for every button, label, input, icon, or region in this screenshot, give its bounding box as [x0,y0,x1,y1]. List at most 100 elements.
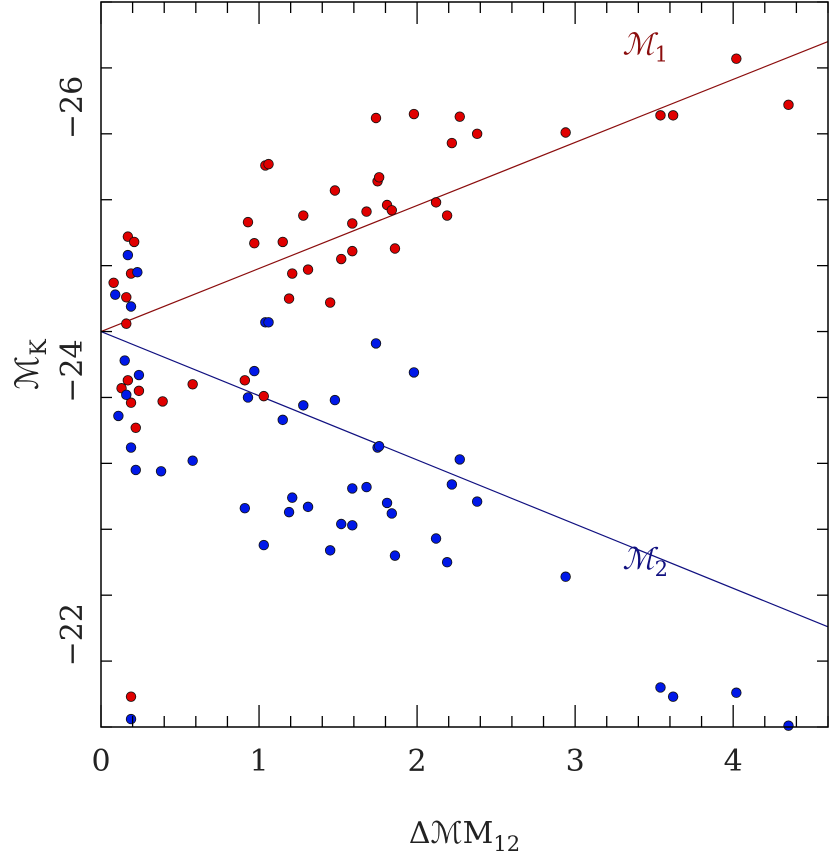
point-series-2 [258,539,269,551]
x-axis-title-sub: 12 [493,832,520,855]
point-series-1 [121,318,132,329]
point-series-1 [128,236,140,248]
point-series-1 [430,197,442,208]
fit-line-label-2: ℳ2 [623,542,668,581]
point-series-1 [389,243,401,254]
x-tick-label: 1 [249,744,268,779]
point-series-1 [731,53,742,64]
point-series-1 [347,218,358,229]
point-series-1 [125,691,137,702]
plot-frame [100,1,829,728]
point-series-1 [667,110,679,121]
point-series-2 [560,571,571,582]
point-series-2 [446,479,458,490]
point-series-2 [125,442,137,453]
point-series-2 [655,682,666,693]
point-series-2 [408,367,420,378]
point-series-2 [277,414,288,426]
point-series-2 [121,389,132,401]
point-series-1 [125,397,137,408]
point-series-1 [454,111,465,122]
point-series-2 [731,687,742,698]
point-series-2 [302,501,314,513]
point-series-2 [336,518,347,530]
point-series-1 [386,205,398,216]
point-series-1 [560,127,571,138]
point-series-2 [125,301,137,312]
point-series-1 [287,268,298,279]
point-series-1 [187,379,198,390]
y-tick-label: −22 [55,603,90,666]
point-series-1 [446,137,458,149]
point-series-1 [336,253,347,265]
fit-line-label-1: ℳ1 [623,28,668,67]
fit-lines [100,40,829,628]
point-series-2 [454,454,465,465]
y-axis-title-sub: K [27,339,52,356]
data-points [108,53,794,731]
point-series-1 [441,210,453,221]
point-series-2 [119,355,130,366]
point-series-2 [133,369,145,381]
point-series-1 [157,396,168,407]
point-series-2 [386,508,398,519]
point-series-2 [125,713,137,725]
point-series-1 [122,375,134,386]
point-series-2 [130,464,141,476]
point-series-1 [133,385,145,397]
point-series-1 [283,293,295,304]
point-series-1 [121,292,132,303]
point-series-2 [132,267,143,278]
x-axis-title-main: ΔℳM [409,816,493,851]
point-series-1 [298,210,309,221]
point-series-2 [110,289,121,300]
fit-line-2 [100,330,829,628]
point-series-2 [471,496,483,507]
x-tick-label: 3 [566,744,585,779]
point-series-2 [373,441,385,452]
point-series-1 [242,216,254,228]
point-series-2 [370,338,382,349]
point-series-1 [783,99,794,111]
point-series-2 [441,557,453,568]
point-series-2 [239,502,251,514]
point-series-2 [263,317,274,328]
point-series-1 [329,185,341,196]
point-series-2 [381,497,393,509]
point-series-1 [361,206,372,217]
y-axis-title-main: ℳ [8,356,46,390]
point-series-2 [122,249,134,261]
point-series-1 [108,277,119,288]
point-series-1 [258,390,269,402]
point-series-1 [655,110,666,121]
point-series-2 [347,483,358,494]
fit-line-1 [100,40,829,333]
x-tick-label: 4 [724,744,743,779]
point-series-1 [277,236,288,248]
point-series-2 [242,392,254,403]
point-series-2 [667,691,679,702]
point-series-2 [430,533,442,544]
point-series-1 [249,238,260,249]
axis-ticks [100,1,829,728]
point-series-2 [329,394,341,406]
point-series-2 [298,400,309,411]
point-series-1 [324,297,336,308]
y-axis-title: ℳK [8,339,52,390]
point-series-1 [347,245,358,257]
point-series-1 [370,112,382,124]
tick-labels: 0 1 2 3 4 −22 −24 −26 [55,76,743,779]
point-series-2 [155,466,167,477]
x-tick-label: 2 [408,744,427,779]
y-tick-label: −24 [55,339,90,402]
point-series-1 [239,375,251,386]
point-series-2 [389,550,401,561]
point-series-2 [783,720,794,731]
point-series-2 [347,520,358,531]
x-tick-label: 0 [91,744,110,779]
point-series-1 [471,128,483,140]
x-axis-title: ΔℳM12 [409,816,520,855]
point-series-1 [373,172,385,183]
